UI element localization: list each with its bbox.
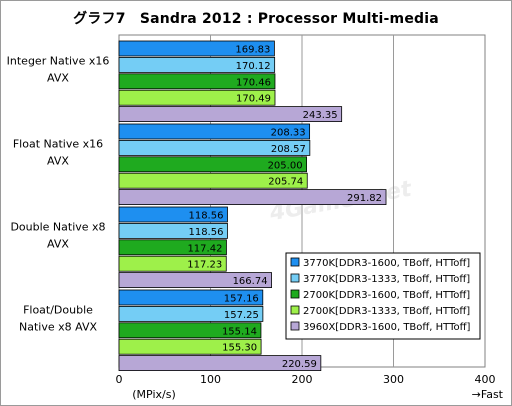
x-tick-label: 0 (116, 373, 123, 386)
legend-swatch (290, 257, 300, 267)
bar-value-label: 170.46 (236, 77, 271, 88)
category-label: AVX (47, 238, 69, 251)
bar (118, 322, 262, 339)
legend-swatch (290, 305, 300, 315)
bar (118, 73, 276, 90)
bar-value-label: 205.00 (268, 160, 303, 171)
bar (118, 189, 387, 206)
x-axis-label: (MPix/s) (132, 388, 175, 401)
legend-box (285, 252, 481, 340)
category-label: AVX (47, 72, 69, 85)
bar-value-label: 157.16 (224, 294, 259, 305)
bar-value-label: 118.56 (188, 227, 223, 238)
bar-value-label: 208.57 (271, 144, 306, 155)
bar-value-label: 117.23 (187, 260, 222, 271)
bar (118, 106, 343, 122)
legend-entry: 2700K[DDR3-1333, TBoff, HTToff] (303, 306, 470, 317)
category-label: Double Native x8 (10, 221, 105, 234)
x-tick-label: 200 (292, 373, 313, 386)
bar-value-label: 170.12 (236, 61, 271, 72)
bar (118, 272, 272, 289)
bar (118, 239, 227, 256)
bar-value-label: 118.56 (188, 211, 223, 222)
bar (118, 255, 227, 272)
bar (118, 305, 264, 322)
bar-value-label: 117.42 (187, 243, 222, 254)
bar-value-label: 291.82 (347, 193, 382, 204)
bar-value-label: 157.25 (224, 310, 259, 321)
legend-entry: 3770K[DDR3-1600, TBoff, HTToff] (303, 258, 470, 269)
direction-note: →Fast (472, 388, 504, 401)
bar (118, 40, 275, 57)
x-tick-label: 100 (200, 373, 221, 386)
bar-value-label: 155.30 (222, 343, 257, 354)
bar (118, 172, 308, 189)
category-label: Integer Native x16 (7, 55, 110, 68)
bar (118, 206, 228, 223)
category-label: Float Native x16 (13, 138, 103, 151)
bar-value-label: 243.35 (303, 110, 338, 121)
bar-value-label: 170.49 (236, 94, 271, 105)
bar (118, 338, 262, 355)
bar (118, 123, 311, 140)
bar-value-label: 205.74 (268, 177, 303, 188)
x-tick-label: 400 (475, 373, 496, 386)
category-label: Float/Double (23, 304, 93, 317)
legend-swatch (290, 321, 300, 331)
x-tick-label: 300 (383, 373, 404, 386)
legend-entry: 3960X[DDR3-1600, TBoff, HTToff] (303, 322, 471, 333)
category-label: Native x8 AVX (19, 321, 97, 334)
bar-value-label: 220.59 (282, 359, 317, 370)
bar (118, 156, 307, 173)
bar (118, 355, 322, 372)
legend-entry: 2700K[DDR3-1600, TBoff, HTToff] (303, 290, 470, 301)
legend-swatch (290, 273, 300, 283)
bar (118, 57, 276, 73)
chart-title: グラフ7 Sandra 2012 : Processor Multi-media (73, 11, 439, 27)
bar (118, 139, 311, 156)
bar-value-label: 208.33 (271, 128, 306, 139)
bar-value-label: 169.83 (235, 45, 270, 56)
category-label: AVX (47, 155, 69, 168)
bar (118, 222, 228, 239)
bar-value-label: 155.14 (222, 326, 257, 337)
bar-value-label: 166.74 (233, 276, 268, 287)
legend-entry: 3770K[DDR3-1333, TBoff, HTToff] (303, 274, 470, 285)
legend-swatch (290, 289, 300, 299)
bar (118, 89, 276, 106)
bar (118, 289, 264, 306)
